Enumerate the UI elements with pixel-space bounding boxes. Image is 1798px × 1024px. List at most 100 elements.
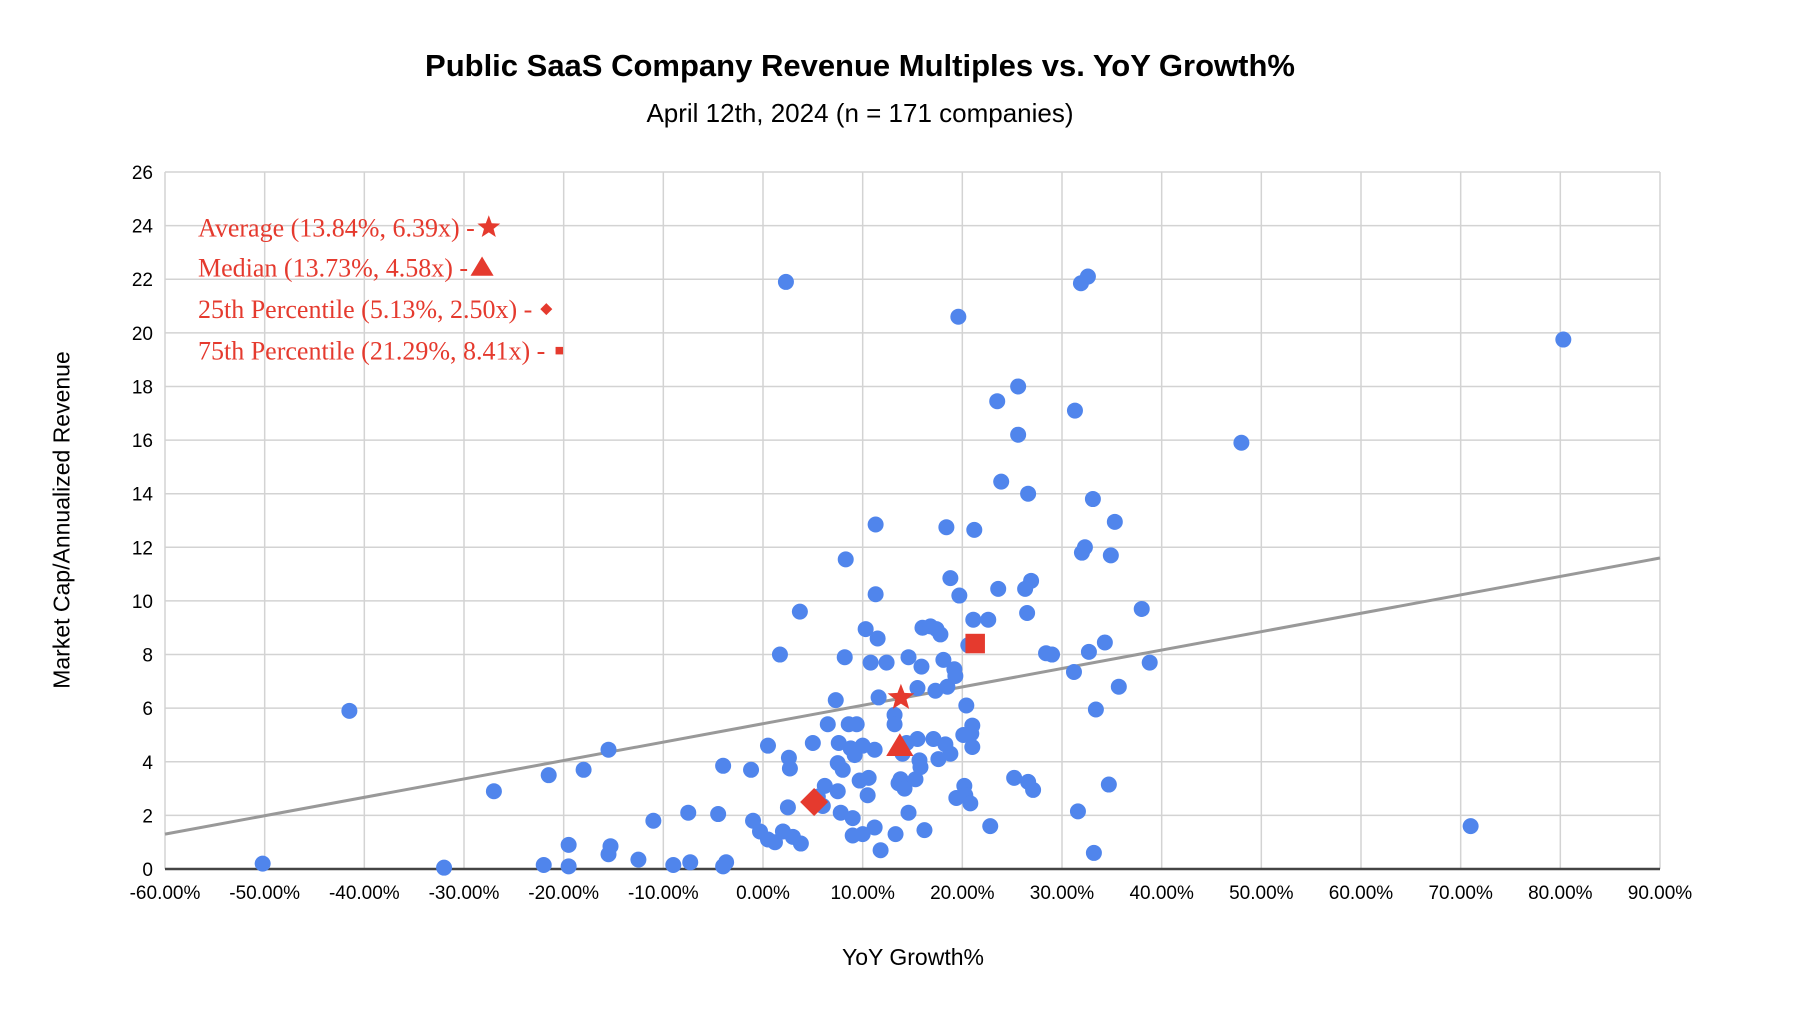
data-point: [781, 760, 798, 777]
data-point: [896, 780, 913, 797]
x-tick-label: 90.00%: [1628, 883, 1693, 904]
data-point: [870, 689, 887, 706]
x-tick-label: 50.00%: [1229, 883, 1294, 904]
data-point: [560, 836, 577, 853]
square-icon: [555, 346, 564, 355]
data-point: [630, 851, 647, 868]
data-point: [819, 716, 836, 733]
data-point: [951, 587, 968, 604]
data-point: [950, 308, 967, 325]
star-icon: [477, 215, 501, 237]
data-point: [942, 570, 959, 587]
data-point: [600, 741, 617, 758]
y-tick-label: 20: [132, 324, 153, 345]
data-point: [341, 702, 358, 719]
data-point: [535, 856, 552, 873]
data-point: [964, 739, 981, 756]
data-point: [1025, 781, 1042, 798]
x-tick-label: 40.00%: [1129, 883, 1194, 904]
data-point: [848, 716, 865, 733]
y-tick-label: 10: [132, 592, 153, 613]
annotation-text: 25th Percentile (5.13%, 2.50x) -: [198, 295, 532, 324]
x-tick-label: -60.00%: [130, 883, 201, 904]
x-tick-label: 30.00%: [1030, 883, 1095, 904]
data-point: [909, 730, 926, 747]
data-point: [930, 751, 947, 768]
data-point: [912, 759, 929, 776]
data-point: [1010, 378, 1027, 395]
data-point: [1019, 604, 1036, 621]
data-point: [916, 822, 933, 839]
chart-title: Public SaaS Company Revenue Multiples vs…: [425, 48, 1295, 83]
data-point: [777, 273, 794, 290]
data-point: [602, 838, 619, 855]
data-point: [830, 735, 847, 752]
y-tick-label: 2: [142, 806, 153, 827]
data-point: [1110, 678, 1127, 695]
data-point: [887, 826, 904, 843]
x-tick-label: 70.00%: [1428, 883, 1493, 904]
data-point: [980, 611, 997, 628]
data-point: [1096, 634, 1113, 651]
diamond-icon: [540, 303, 553, 316]
stat-markers: [800, 633, 985, 816]
data-point: [1044, 646, 1061, 663]
y-tick-label: 24: [132, 217, 154, 238]
data-point: [1555, 331, 1572, 348]
data-point: [962, 795, 979, 812]
grid: [164, 171, 1661, 870]
y-tick-label: 22: [132, 270, 153, 291]
x-tick-label: 0.00%: [736, 883, 790, 904]
data-point: [1010, 426, 1027, 443]
data-point: [827, 692, 844, 709]
data-point: [743, 761, 760, 778]
data-point: [862, 654, 879, 671]
y-tick-label: 6: [142, 699, 153, 720]
data-point: [710, 806, 727, 823]
data-point: [867, 516, 884, 533]
data-point: [1065, 663, 1082, 680]
data-point: [1080, 643, 1097, 660]
data-point: [575, 761, 592, 778]
data-point: [860, 769, 877, 786]
data-point: [759, 737, 776, 754]
data-point: [816, 777, 833, 794]
data-point: [1020, 485, 1037, 502]
square-marker: [965, 633, 985, 654]
data-point: [792, 835, 809, 852]
triangle-marker: [886, 733, 914, 756]
data-point: [925, 730, 942, 747]
data-point: [989, 393, 1006, 410]
x-tick-label: -20.00%: [528, 883, 599, 904]
data-point: [1100, 776, 1117, 793]
data-point: [682, 854, 699, 871]
data-point: [872, 842, 889, 859]
data-point: [1006, 769, 1023, 786]
data-point: [485, 783, 502, 800]
data-point: [779, 799, 796, 816]
data-point: [1133, 600, 1150, 617]
data-point: [935, 651, 952, 668]
data-point: [436, 859, 453, 876]
data-point: [1106, 513, 1123, 530]
data-point: [540, 767, 557, 784]
data-point: [900, 804, 917, 821]
data-point: [913, 658, 930, 675]
data-point: [837, 551, 854, 568]
data-point: [844, 810, 861, 827]
x-axis-label: YoY Growth%: [842, 944, 984, 970]
data-point: [854, 826, 871, 843]
annotation-text: Average (13.84%, 6.39x) -: [198, 213, 475, 242]
data-point: [990, 580, 1007, 597]
data-point: [804, 735, 821, 752]
data-point: [680, 804, 697, 821]
data-point: [1087, 701, 1104, 718]
data-point: [1066, 402, 1083, 419]
x-tick-label: 10.00%: [830, 883, 895, 904]
data-point: [1462, 818, 1479, 835]
data-point: [1102, 547, 1119, 564]
data-point: [947, 667, 964, 684]
x-tick-label: 20.00%: [930, 883, 995, 904]
diamond-marker: [800, 787, 829, 816]
y-tick-label: 18: [132, 377, 153, 398]
